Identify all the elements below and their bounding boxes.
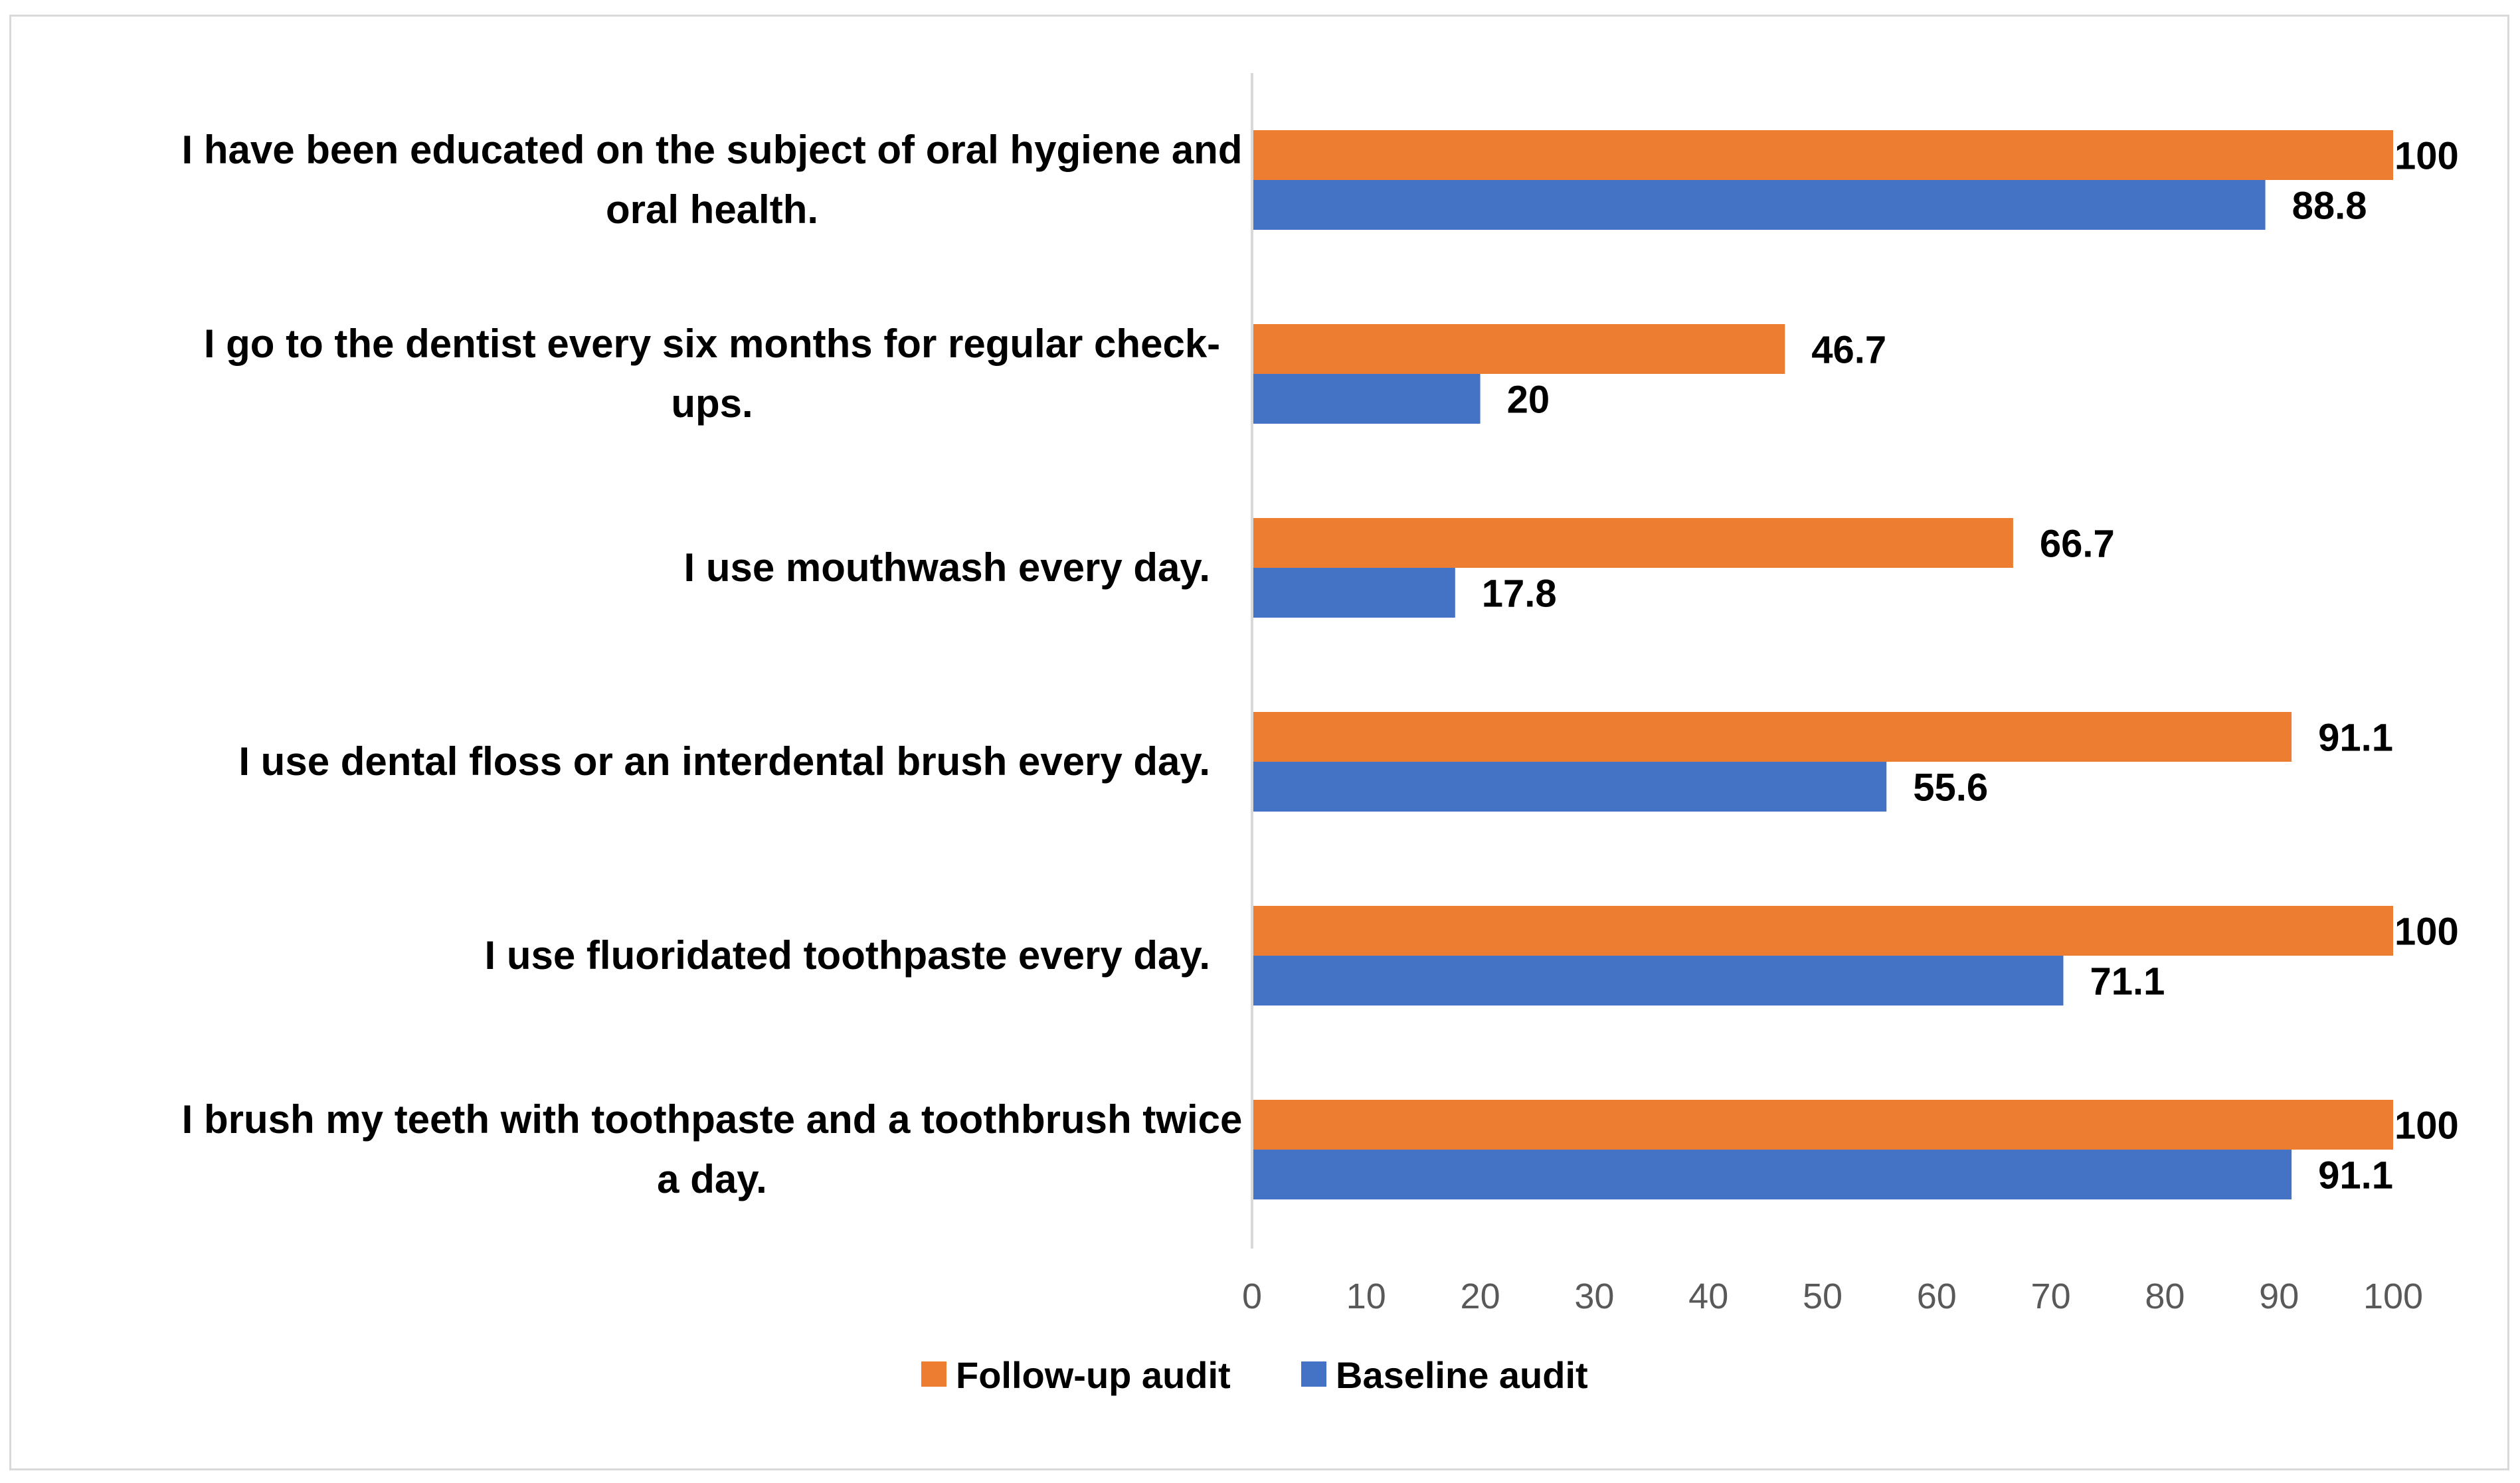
category-label-line: I go to the dentist every six months for… xyxy=(204,321,1220,366)
baseline-bar xyxy=(1252,762,1887,812)
baseline-bar xyxy=(1252,956,2064,1005)
follow-up-bar xyxy=(1252,518,2013,568)
category-label-line: I have been educated on the subject of o… xyxy=(181,128,1242,172)
follow-up-value-label: 46.7 xyxy=(1811,329,1886,372)
bar-chart: I have been educated on the subject of o… xyxy=(181,73,2459,1396)
legend-label-baseline: Baseline audit xyxy=(1336,1354,1588,1396)
category-label-line: I use mouthwash every day. xyxy=(683,545,1210,590)
x-tick-label: 80 xyxy=(2145,1276,2185,1316)
category-label-line: I brush my teeth with toothpaste and a t… xyxy=(182,1097,1243,1142)
category-label: I go to the dentist every six months for… xyxy=(204,321,1220,426)
baseline-value-label: 20 xyxy=(1507,379,1550,422)
x-tick-label: 70 xyxy=(2031,1276,2071,1316)
baseline-value-label: 71.1 xyxy=(2090,960,2165,1003)
category-label: I use mouthwash every day. xyxy=(683,545,1210,590)
follow-up-value-label: 91.1 xyxy=(2318,717,2393,760)
category-label-line: oral health. xyxy=(606,187,818,232)
bars xyxy=(1252,130,2393,1199)
follow-up-value-label: 100 xyxy=(2394,135,2459,178)
baseline-bar xyxy=(1252,180,2266,230)
legend: Follow-up audit Baseline audit xyxy=(921,1354,1588,1396)
follow-up-bar xyxy=(1252,130,2393,180)
legend-swatch-follow-up xyxy=(921,1361,946,1387)
category-label-line: ups. xyxy=(671,381,753,426)
category-label-line: I use dental floss or an interdental bru… xyxy=(238,739,1210,784)
follow-up-bar xyxy=(1252,906,2393,956)
baseline-value-label: 88.8 xyxy=(2292,185,2367,228)
follow-up-value-label: 66.7 xyxy=(2040,523,2115,566)
x-tick-label: 100 xyxy=(2363,1276,2423,1316)
x-tick-label: 10 xyxy=(1346,1276,1386,1316)
baseline-value-label: 91.1 xyxy=(2318,1154,2393,1197)
category-label: I use fluoridated toothpaste every day. xyxy=(485,933,1210,978)
follow-up-bar xyxy=(1252,324,1785,374)
legend-swatch-baseline xyxy=(1301,1361,1326,1387)
x-axis-ticks: 0 10 20 30 40 50 60 70 80 90 100 xyxy=(1242,1276,2423,1316)
follow-up-value-label: 100 xyxy=(2394,1104,2459,1148)
category-label: I have been educated on the subject of o… xyxy=(181,128,1242,232)
baseline-value-label: 55.6 xyxy=(1913,766,1988,810)
baseline-value-label: 17.8 xyxy=(1482,572,1557,616)
x-tick-label: 20 xyxy=(1461,1276,1500,1316)
x-tick-label: 90 xyxy=(2259,1276,2299,1316)
value-labels: 10088.846.72066.717.891.155.610071.11009… xyxy=(1482,135,2459,1197)
x-tick-label: 50 xyxy=(1803,1276,1843,1316)
chart-frame: I have been educated on the subject of o… xyxy=(9,15,2509,1470)
legend-label-follow-up: Follow-up audit xyxy=(956,1354,1231,1396)
category-label-line: I use fluoridated toothpaste every day. xyxy=(485,933,1210,978)
category-label-line: a day. xyxy=(657,1157,767,1201)
follow-up-value-label: 100 xyxy=(2394,911,2459,954)
category-labels: I have been educated on the subject of o… xyxy=(181,128,1242,1201)
follow-up-bar xyxy=(1252,1100,2393,1150)
category-label: I brush my teeth with toothpaste and a t… xyxy=(182,1097,1243,1201)
x-tick-label: 30 xyxy=(1574,1276,1614,1316)
x-tick-label: 40 xyxy=(1688,1276,1728,1316)
category-label: I use dental floss or an interdental bru… xyxy=(238,739,1210,784)
follow-up-bar xyxy=(1252,712,2292,762)
baseline-bar xyxy=(1252,1150,2292,1199)
baseline-bar xyxy=(1252,374,1481,424)
x-tick-label: 60 xyxy=(1917,1276,1957,1316)
x-tick-label: 0 xyxy=(1242,1276,1262,1316)
baseline-bar xyxy=(1252,568,1455,618)
